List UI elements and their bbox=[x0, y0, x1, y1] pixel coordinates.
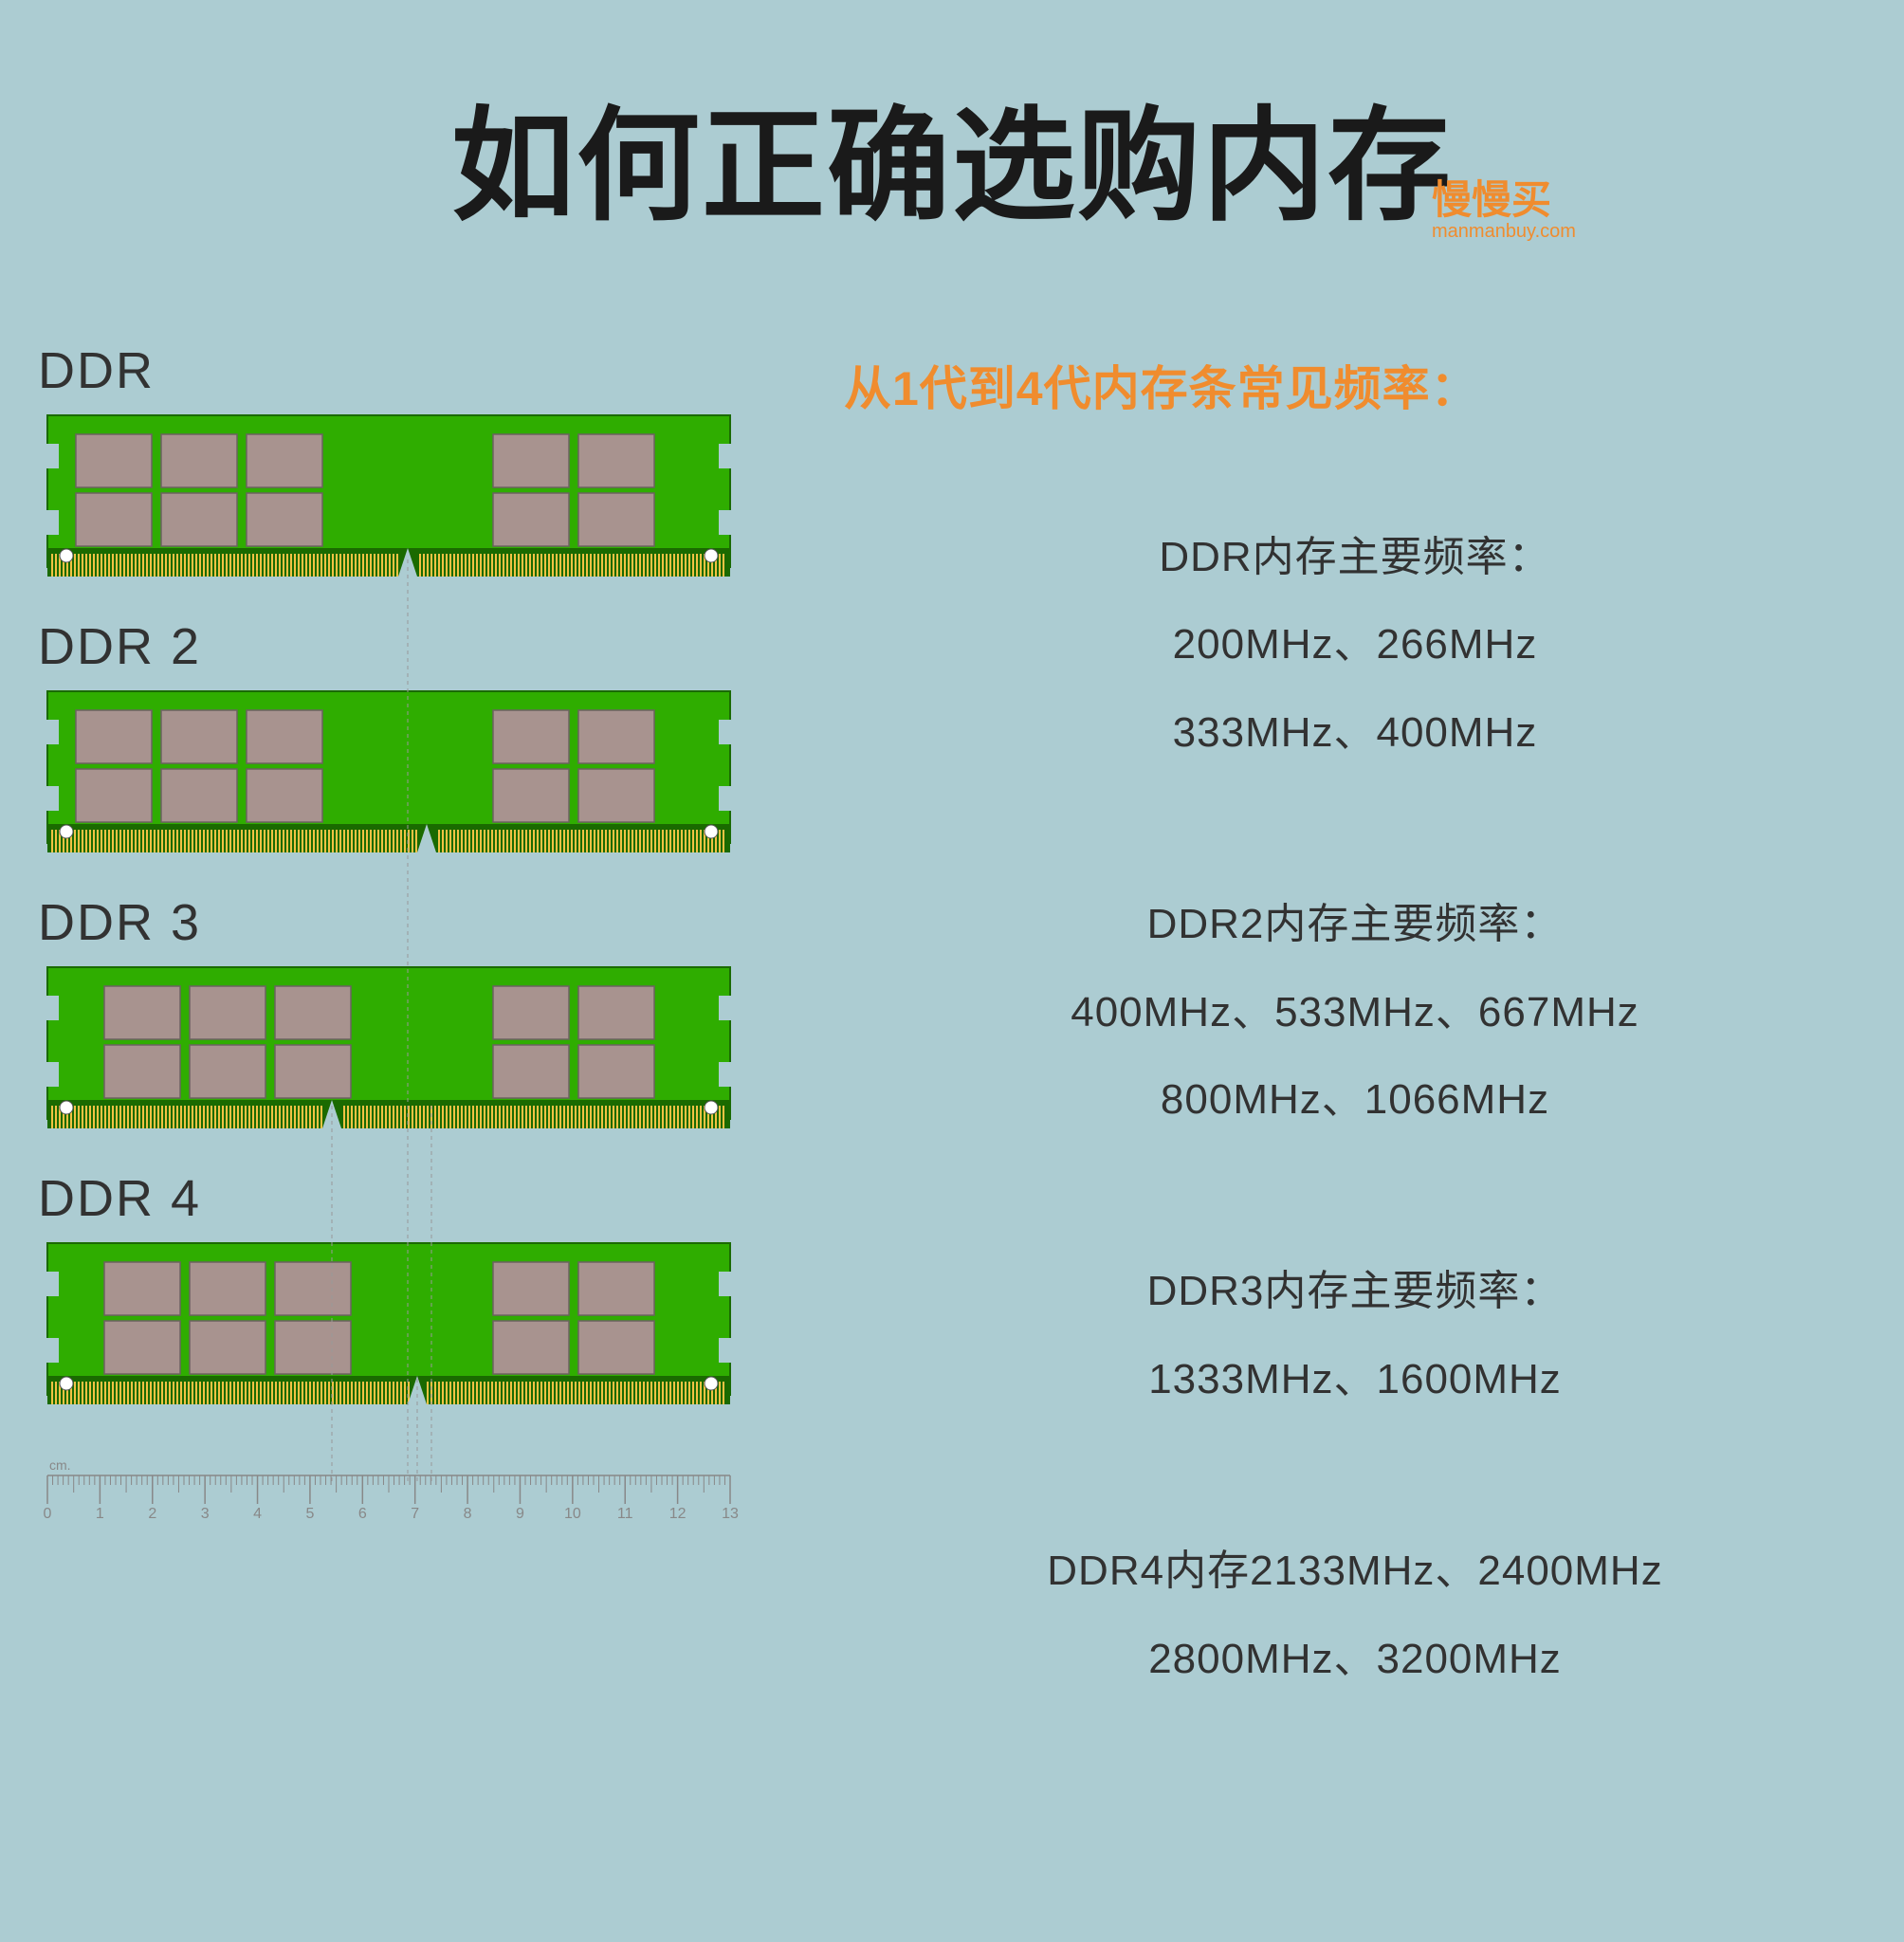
freq-group-2: DDR3内存主要频率：1333MHz、1600MHz bbox=[844, 1248, 1866, 1423]
brand-name: 慢慢买 bbox=[1432, 180, 1576, 220]
ram-module-svg bbox=[38, 682, 740, 871]
svg-text:9: 9 bbox=[516, 1506, 524, 1522]
freq-line: 2800MHz、3200MHz bbox=[844, 1616, 1866, 1703]
ram-block-0: DDR bbox=[38, 341, 759, 600]
freq-line: DDR3内存主要频率： bbox=[844, 1248, 1866, 1335]
ram-module-svg bbox=[38, 958, 740, 1147]
freq-line: 400MHz、533MHz、667MHz bbox=[844, 969, 1866, 1056]
ram-label: DDR 2 bbox=[38, 617, 759, 676]
freq-line: 333MHz、400MHz bbox=[844, 689, 1866, 777]
frequency-info-column: 从1代到4代内存条常见频率： DDR内存主要频率：200MHz、266MHz33… bbox=[759, 341, 1866, 1942]
svg-text:12: 12 bbox=[669, 1506, 687, 1522]
svg-text:2: 2 bbox=[148, 1506, 156, 1522]
svg-text:10: 10 bbox=[564, 1506, 581, 1522]
freq-group-0: DDR内存主要频率：200MHz、266MHz333MHz、400MHz bbox=[844, 514, 1866, 777]
scale-ruler: cm. 012345678910111213 bbox=[38, 1456, 759, 1528]
svg-text:4: 4 bbox=[253, 1506, 262, 1522]
freq-line: 800MHz、1066MHz bbox=[844, 1056, 1866, 1144]
freq-group-3: DDR4内存2133MHz、2400MHz2800MHz、3200MHz bbox=[844, 1528, 1866, 1703]
freq-line: DDR内存主要频率： bbox=[844, 514, 1866, 601]
freq-line: DDR2内存主要频率： bbox=[844, 881, 1866, 968]
ram-module-svg bbox=[38, 1234, 740, 1423]
page-title: 如何正确选购内存 bbox=[451, 66, 1453, 245]
ram-module-svg bbox=[38, 406, 740, 595]
ram-block-3: DDR 4 bbox=[38, 1169, 759, 1428]
svg-text:5: 5 bbox=[305, 1506, 314, 1522]
freq-group-1: DDR2内存主要频率：400MHz、533MHz、667MHz800MHz、10… bbox=[844, 881, 1866, 1144]
svg-text:cm.: cm. bbox=[49, 1457, 71, 1473]
svg-text:7: 7 bbox=[411, 1506, 419, 1522]
ram-block-2: DDR 3 bbox=[38, 893, 759, 1152]
ram-diagram-column: DDR DDR 2 DDR 3 bbox=[38, 341, 759, 1942]
ram-label: DDR 4 bbox=[38, 1169, 759, 1228]
svg-text:0: 0 bbox=[44, 1506, 52, 1522]
svg-text:13: 13 bbox=[722, 1506, 739, 1522]
ram-label: DDR bbox=[38, 341, 759, 400]
freq-line: 1333MHz、1600MHz bbox=[844, 1336, 1866, 1423]
frequency-section-title: 从1代到4代内存条常见频率： bbox=[844, 351, 1866, 419]
svg-text:8: 8 bbox=[464, 1506, 472, 1522]
ram-block-1: DDR 2 bbox=[38, 617, 759, 876]
svg-text:1: 1 bbox=[96, 1506, 104, 1522]
svg-text:3: 3 bbox=[201, 1506, 210, 1522]
svg-text:6: 6 bbox=[358, 1506, 367, 1522]
brand-url: manmanbuy.com bbox=[1432, 222, 1576, 241]
brand-watermark: 慢慢买 manmanbuy.com bbox=[1432, 180, 1576, 241]
freq-line: DDR4内存2133MHz、2400MHz bbox=[844, 1528, 1866, 1615]
svg-text:11: 11 bbox=[617, 1506, 633, 1522]
ram-label: DDR 3 bbox=[38, 893, 759, 952]
freq-line: 200MHz、266MHz bbox=[844, 601, 1866, 688]
